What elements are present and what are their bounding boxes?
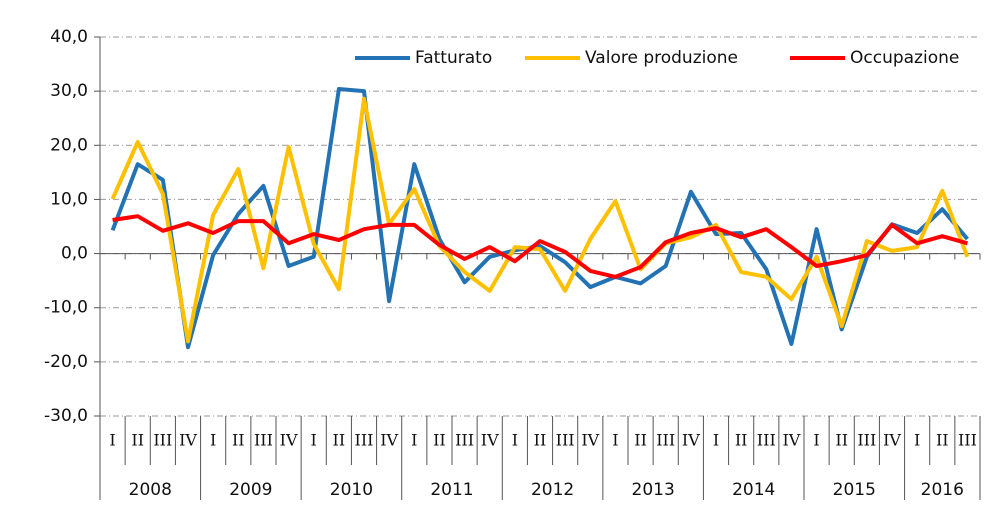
year-label: 2012 <box>531 480 574 500</box>
y-tick-label: 10,0 <box>50 189 88 209</box>
legend-label: Fatturato <box>415 48 492 68</box>
x-tick-label: III <box>254 431 273 450</box>
y-tick-label: -30,0 <box>44 406 88 426</box>
y-tick-label: 0,0 <box>61 244 88 264</box>
x-tick-label: III <box>355 431 374 450</box>
x-tick-label: II <box>333 431 346 450</box>
x-tick-label: II <box>433 431 446 450</box>
x-tick-label: I <box>612 431 618 450</box>
x-tick-label: III <box>757 431 776 450</box>
legend-label: Valore produzione <box>585 48 738 68</box>
year-label: 2009 <box>229 480 272 500</box>
x-tick-label: I <box>311 431 317 450</box>
x-tick-label: I <box>512 431 518 450</box>
y-tick-label: 20,0 <box>50 135 88 155</box>
x-tick-label: I <box>411 431 417 450</box>
x-tick-label: II <box>534 431 547 450</box>
x-tick-label: IV <box>481 431 499 450</box>
legend-label: Occupazione <box>850 48 959 68</box>
x-tick-label: II <box>936 431 949 450</box>
series-line <box>110 96 970 344</box>
x-tick-label: II <box>131 431 144 450</box>
series-line <box>110 87 969 350</box>
x-tick-label: IV <box>280 431 298 450</box>
x-tick-label: IV <box>782 431 800 450</box>
year-label: 2016 <box>921 480 964 500</box>
y-tick-label: -10,0 <box>44 298 88 318</box>
x-tick-label: I <box>914 431 920 450</box>
x-tick-label: III <box>656 431 675 450</box>
year-label: 2013 <box>632 480 675 500</box>
y-tick-label: -20,0 <box>44 352 88 372</box>
y-tick-label: 30,0 <box>50 81 88 101</box>
x-tick-label: I <box>109 431 115 450</box>
year-label: 2010 <box>330 480 373 500</box>
x-tick-label: II <box>835 431 848 450</box>
x-tick-label: IV <box>380 431 398 450</box>
x-tick-label: IV <box>581 431 599 450</box>
x-tick-label: IV <box>682 431 700 450</box>
x-tick-label: III <box>857 431 876 450</box>
x-tick-label: III <box>455 431 474 450</box>
x-tick-label: I <box>713 431 719 450</box>
x-tick-label: I <box>210 431 216 450</box>
x-tick-label: IV <box>883 431 901 450</box>
y-tick-label: 40,0 <box>50 27 88 47</box>
x-tick-label: IV <box>179 431 197 450</box>
x-tick-label: II <box>735 431 748 450</box>
x-tick-label: III <box>958 431 977 450</box>
year-label: 2015 <box>833 480 876 500</box>
year-label: 2008 <box>129 480 172 500</box>
x-tick-label: III <box>556 431 575 450</box>
year-label: 2014 <box>732 480 775 500</box>
series-line <box>112 214 968 279</box>
x-tick-label: II <box>232 431 245 450</box>
x-tick-label: III <box>153 431 172 450</box>
year-label: 2011 <box>430 480 473 500</box>
x-tick-label: II <box>634 431 647 450</box>
x-tick-label: I <box>813 431 819 450</box>
